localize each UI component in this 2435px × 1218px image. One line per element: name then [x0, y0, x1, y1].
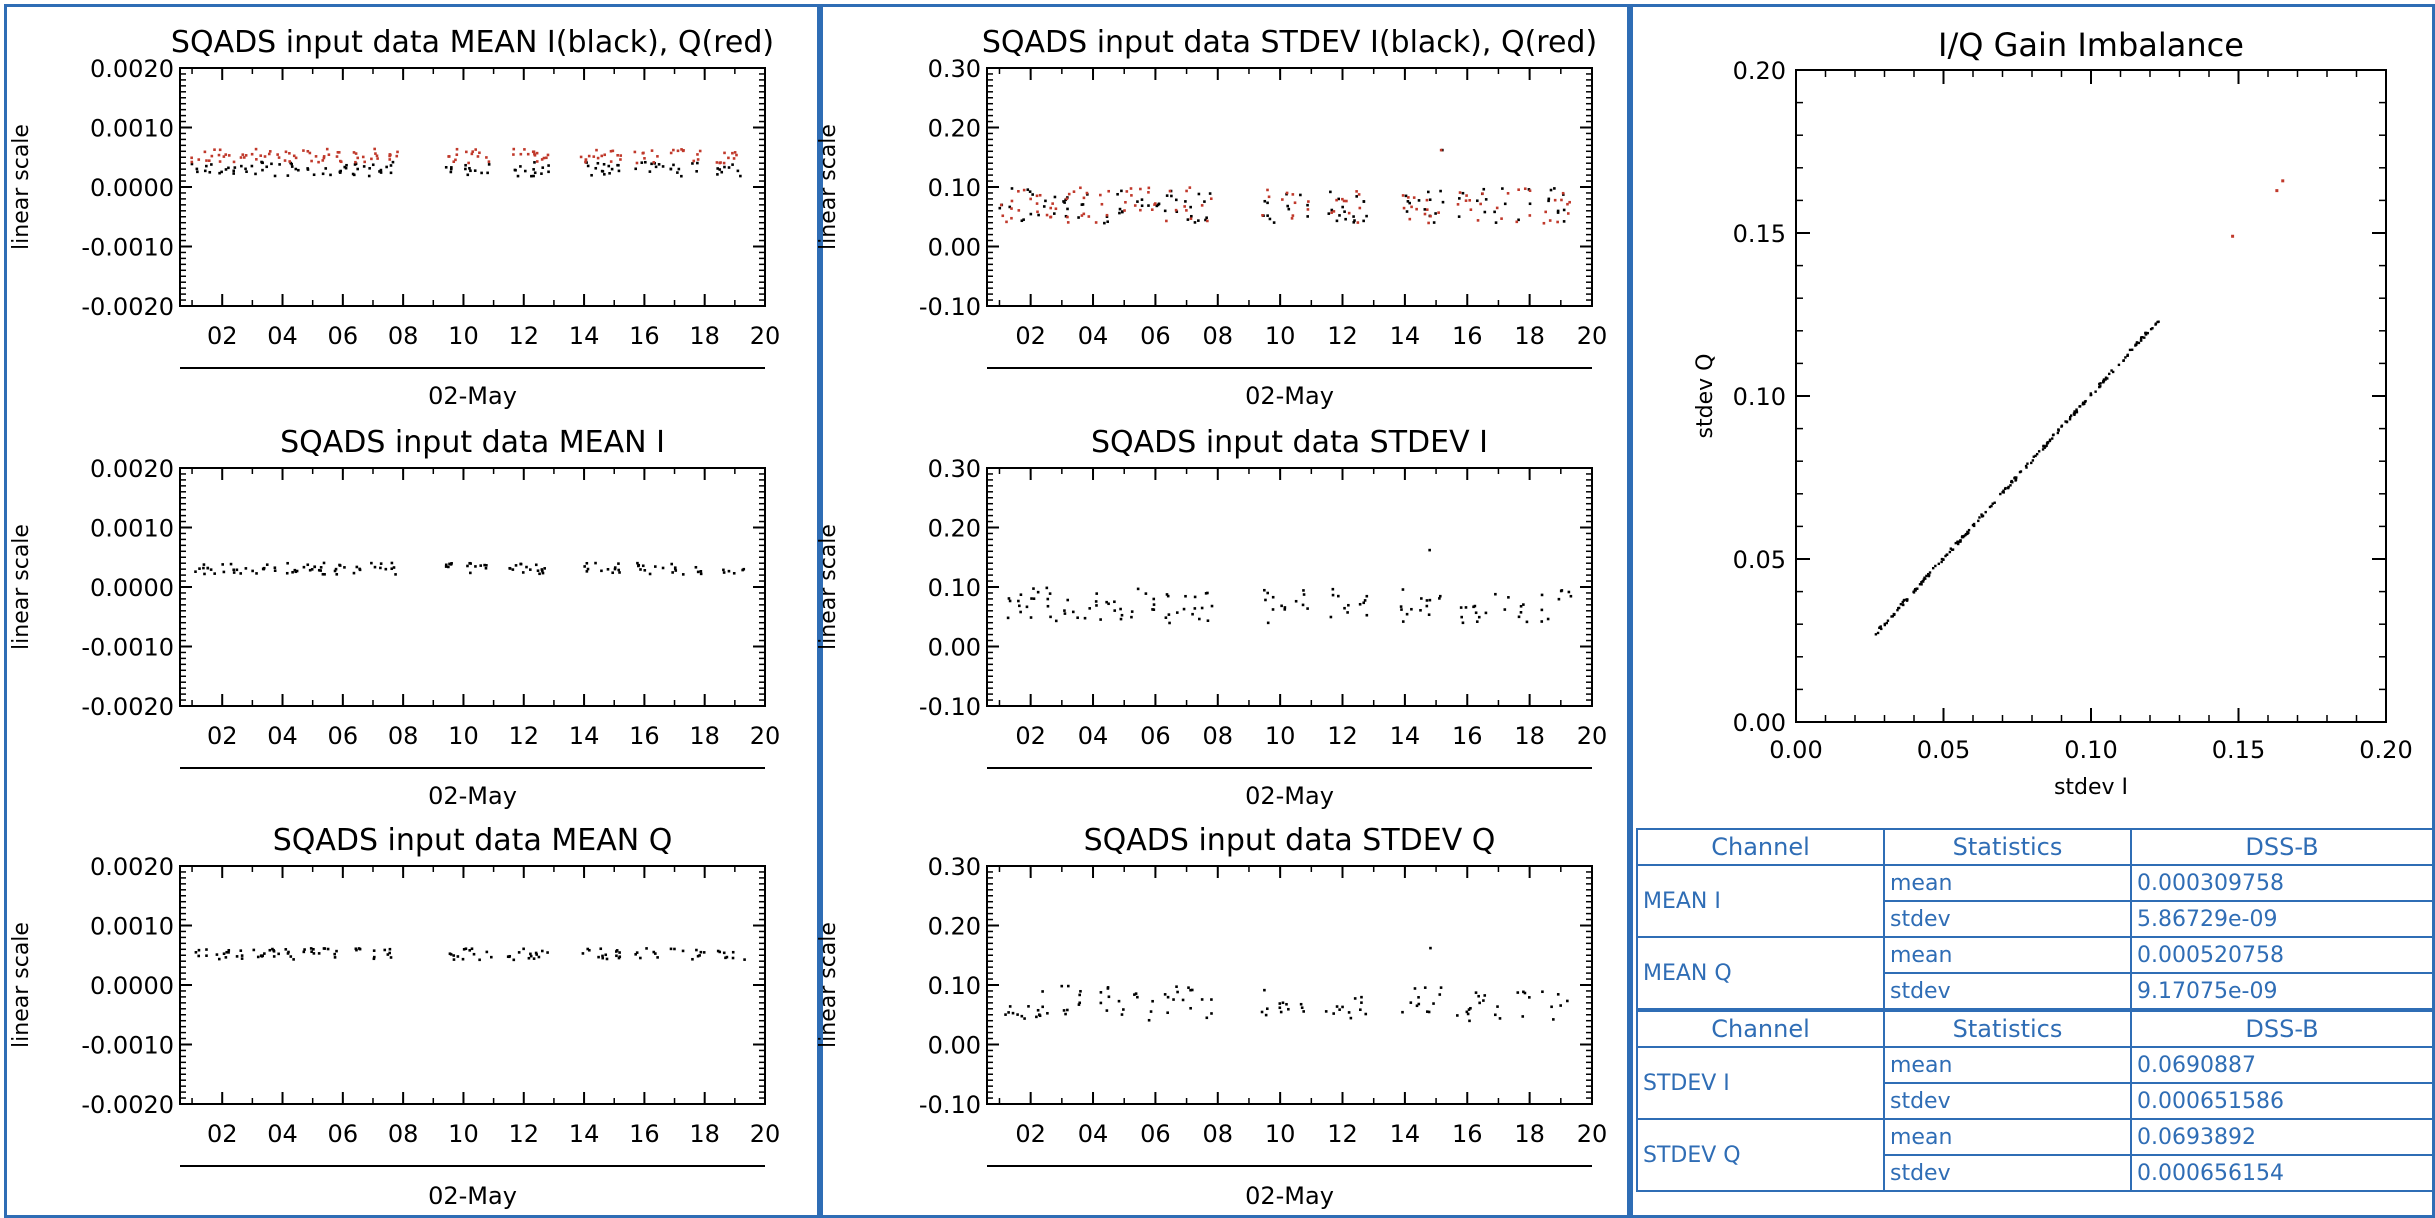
column-header: Channel: [1636, 828, 1885, 866]
column-header: Channel: [1636, 1008, 1885, 1048]
value-cell: 0.000656154: [2130, 1154, 2434, 1192]
value-cell: 0.000309758: [2130, 864, 2434, 902]
column-header: DSS-B: [2130, 1008, 2434, 1048]
statistic-cell: mean: [1883, 1046, 2132, 1084]
table-row: stdev 0.000651586: [1637, 1082, 2434, 1120]
statistic-cell: stdev: [1883, 1154, 2132, 1192]
statistic-cell: mean: [1883, 1118, 2132, 1156]
table-row: stdev 0.000656154: [1637, 1154, 2434, 1192]
column-header: Statistics: [1883, 828, 2132, 866]
statistic-cell: stdev: [1883, 972, 2132, 1011]
column-header: Statistics: [1883, 1008, 2132, 1048]
value-cell: 0.000520758: [2130, 936, 2434, 974]
table-row: stdev 5.86729e-09: [1637, 900, 2434, 938]
left-panel: [4, 4, 820, 1218]
column-header: DSS-B: [2130, 828, 2434, 866]
value-cell: 0.000651586: [2130, 1082, 2434, 1120]
table-header-row: Channel Statistics DSS-B: [1636, 1008, 2434, 1048]
value-cell: 0.0690887: [2130, 1046, 2434, 1084]
statistic-cell: mean: [1883, 864, 2132, 902]
value-cell: 0.0693892: [2130, 1118, 2434, 1156]
channel-cell: MEAN I: [1636, 864, 1885, 938]
table-row: stdev 9.17075e-09: [1637, 972, 2434, 1011]
middle-panel: [820, 4, 1630, 1218]
statistic-cell: mean: [1883, 936, 2132, 974]
channel-cell: STDEV I: [1636, 1046, 1885, 1120]
channel-cell: MEAN Q: [1636, 936, 1885, 1011]
statistic-cell: stdev: [1883, 1082, 2132, 1120]
value-cell: 9.17075e-09: [2130, 972, 2434, 1011]
channel-cell: STDEV Q: [1636, 1118, 1885, 1192]
value-cell: 5.86729e-09: [2130, 900, 2434, 938]
table-header-row: Channel Statistics DSS-B: [1636, 828, 2434, 866]
statistic-cell: stdev: [1883, 900, 2132, 938]
